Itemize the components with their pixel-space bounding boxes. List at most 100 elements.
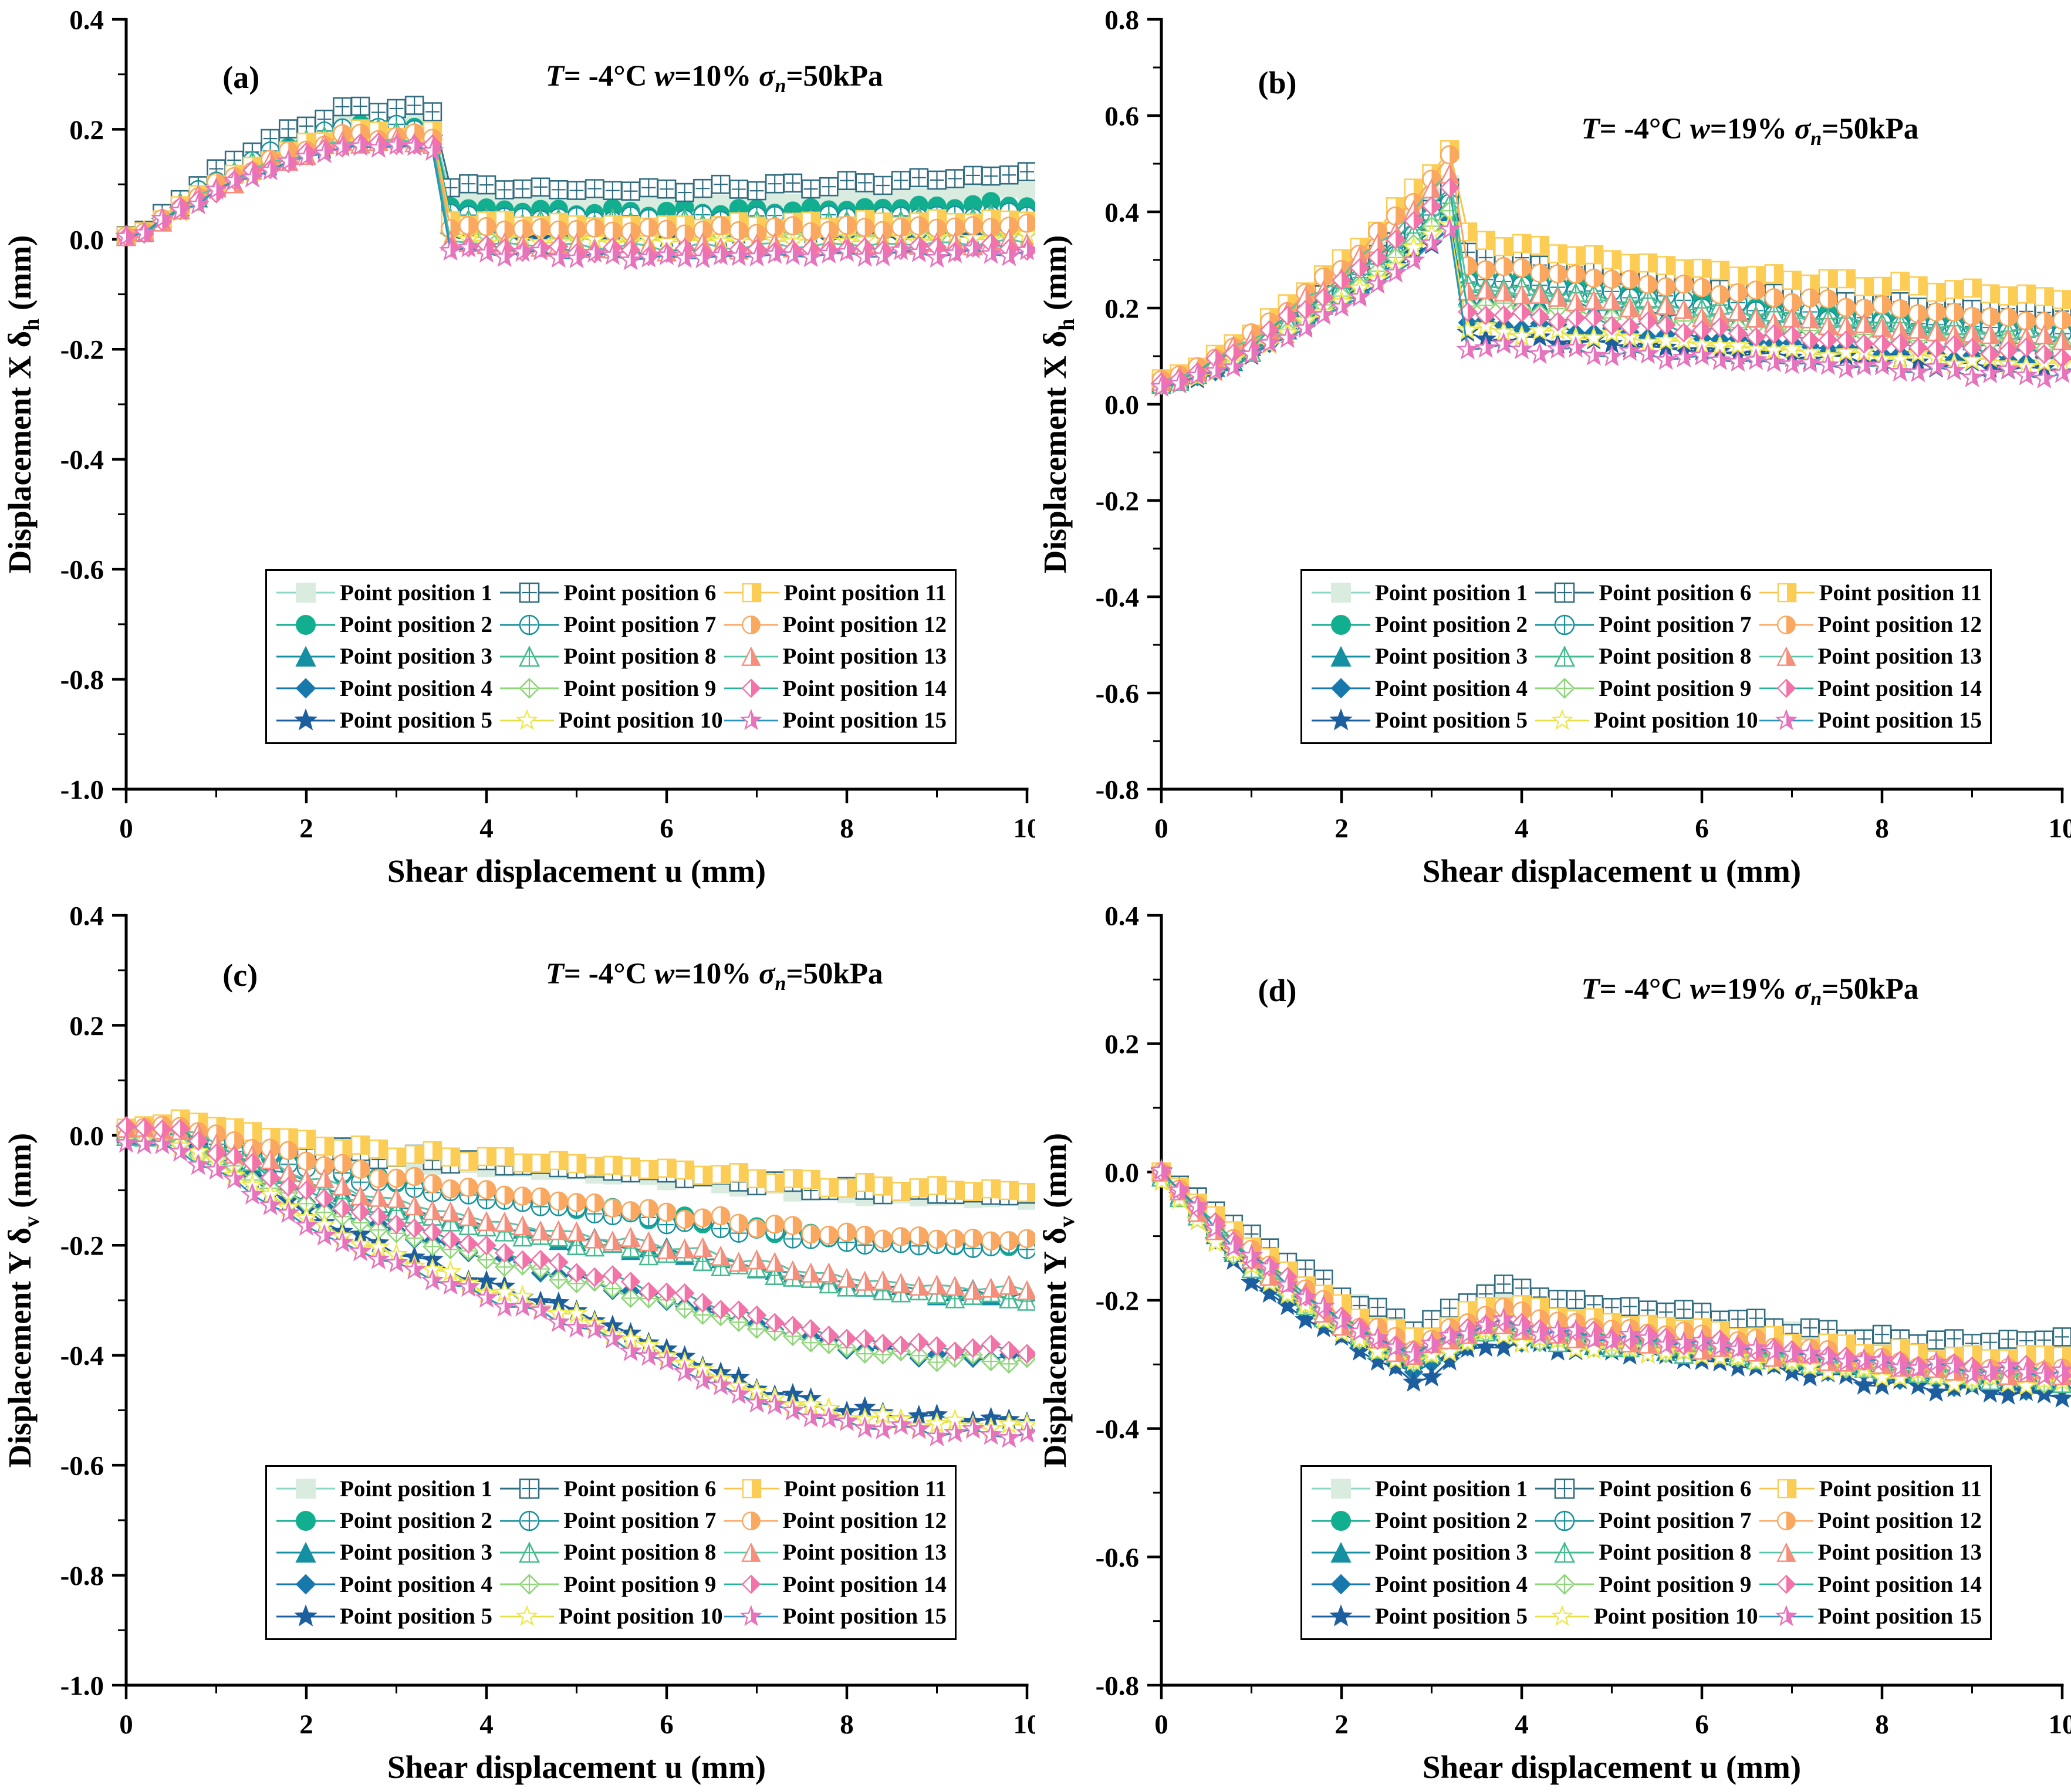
circle-open-marker-icon bbox=[1535, 1510, 1594, 1531]
panel-title-token: = -4°C bbox=[563, 59, 655, 93]
legend-item-label: Point position 4 bbox=[1375, 675, 1528, 701]
legend-item-label: Point position 7 bbox=[563, 612, 717, 638]
series-point-position-14 bbox=[116, 1116, 1035, 1364]
legend-item-label: Point position 12 bbox=[1817, 612, 1982, 638]
diamond-open-marker-icon bbox=[500, 1574, 559, 1595]
legend-item: Point position 6 bbox=[499, 1476, 722, 1502]
legend-item-label: Point position 3 bbox=[1375, 1540, 1528, 1566]
y-tick-label: 0.4 bbox=[69, 901, 104, 931]
legend-item: Point position 4 bbox=[275, 1571, 499, 1598]
y-tick-label: 0.4 bbox=[1104, 901, 1139, 931]
circle-half-marker-icon bbox=[1759, 1511, 1813, 1530]
legend-item: Point position 9 bbox=[1534, 675, 1758, 702]
legend-item-label: Point position 9 bbox=[1599, 675, 1752, 701]
panel-c-title: T= -4°C w=10% σn=50kPa bbox=[546, 957, 883, 995]
legend-item-label: Point position 7 bbox=[1599, 1508, 1752, 1534]
panel-title-token: =19% bbox=[1709, 112, 1795, 146]
legend-item-label: Point position 3 bbox=[340, 644, 493, 670]
legend-item-label: Point position 8 bbox=[563, 1540, 717, 1566]
panel-title-token: T bbox=[545, 59, 564, 93]
triangle-half-marker-icon bbox=[724, 646, 778, 666]
x-tick-label: 2 bbox=[299, 813, 313, 844]
diamond-open-marker-icon bbox=[1535, 1574, 1594, 1595]
x-tick-label: 10 bbox=[1013, 1709, 1036, 1740]
square-half-marker-icon bbox=[724, 1479, 779, 1499]
legend-item-label: Point position 13 bbox=[782, 1540, 947, 1566]
y-tick-label: 0.0 bbox=[1104, 1158, 1139, 1188]
circle-half-marker-icon bbox=[724, 1511, 778, 1530]
star-filled-marker-icon bbox=[1312, 708, 1370, 731]
legend-item-label: Point position 14 bbox=[1817, 675, 1982, 701]
legend-item-label: Point position 10 bbox=[1594, 708, 1758, 733]
legend-item: Point position 11 bbox=[1758, 580, 1982, 606]
x-tick-label: 6 bbox=[1695, 813, 1709, 844]
triangle-half-marker-icon bbox=[724, 1542, 778, 1562]
diamond-half-marker-icon bbox=[1759, 678, 1813, 698]
x-tick-label: 4 bbox=[1515, 813, 1529, 844]
panel-title-token: n bbox=[775, 973, 786, 995]
legend-item: Point position 12 bbox=[1758, 611, 1982, 638]
y-tick-label: -0.6 bbox=[60, 1451, 104, 1482]
legend-item: Point position 8 bbox=[1534, 643, 1758, 670]
legend-item-label: Point position 5 bbox=[1375, 708, 1528, 733]
legend-item-label: Point position 14 bbox=[782, 675, 947, 701]
y-tick-label: -0.2 bbox=[1096, 1286, 1139, 1316]
square-filled-marker-icon bbox=[276, 583, 335, 603]
x-tick-label: 0 bbox=[119, 813, 133, 844]
circle-half-marker-icon bbox=[724, 615, 778, 634]
y-tick-label: 0.2 bbox=[1104, 293, 1139, 324]
square-open-marker-icon bbox=[500, 582, 559, 603]
star-filled-marker-icon bbox=[276, 708, 335, 731]
triangle-filled-marker-icon bbox=[276, 1541, 335, 1563]
diamond-filled-marker-icon bbox=[276, 678, 335, 699]
star-half-marker-icon bbox=[1759, 1604, 1813, 1626]
circle-filled-marker-icon bbox=[276, 614, 335, 635]
panel-title-token: =10% bbox=[674, 957, 759, 990]
x-tick-label: 8 bbox=[840, 1709, 854, 1740]
panel-title-token: σ bbox=[1794, 112, 1811, 146]
legend-item: Point position 1 bbox=[275, 580, 499, 606]
x-tick-label: 10 bbox=[1013, 813, 1036, 844]
panel-title-token: σ bbox=[1794, 972, 1811, 1006]
x-tick-label: 0 bbox=[119, 1709, 133, 1740]
x-tick-label: 4 bbox=[479, 1709, 494, 1740]
panel-title-token: w bbox=[654, 59, 675, 93]
series-point-position-15 bbox=[1151, 1158, 2071, 1387]
diamond-filled-marker-icon bbox=[1312, 678, 1370, 699]
legend-item-label: Point position 9 bbox=[1599, 1571, 1752, 1597]
panel-c-legend: Point position 1 Point position 2 Point po… bbox=[265, 1465, 957, 1640]
y-tick-label: -0.4 bbox=[60, 1341, 104, 1371]
panel-b-plot: -0.8 -0.6 -0.4 -0.2 0.0 0.2 0.4 0.6 0.8 0 2 4 6 8 10 Sh… bbox=[1037, 5, 2071, 889]
legend-item: Point position 12 bbox=[1758, 1507, 1982, 1534]
legend-item: Point position 4 bbox=[1310, 675, 1534, 702]
panel-title-token: T bbox=[545, 957, 564, 990]
legend-item: Point position 12 bbox=[723, 611, 947, 638]
legend-item: Point position 11 bbox=[723, 580, 947, 606]
legend-item: Point position 15 bbox=[723, 707, 947, 733]
series-point-position-15 bbox=[1151, 217, 2071, 397]
legend-item-label: Point position 10 bbox=[1594, 1604, 1758, 1629]
legend-item: Point position 7 bbox=[499, 611, 722, 638]
legend-item: Point position 14 bbox=[1758, 1571, 1982, 1598]
legend-item: Point position 1 bbox=[275, 1476, 499, 1502]
legend-item: Point position 14 bbox=[723, 675, 947, 702]
legend-item: Point position 2 bbox=[275, 1507, 499, 1534]
y-tick-label: -0.2 bbox=[60, 1231, 104, 1262]
panel-a: -1.0 -0.8 -0.6 -0.4 -0.2 0.0 0.2 0.4 0 2 4 6 8 10 Shea… bbox=[0, 0, 1035, 896]
panel-a-letter: (a) bbox=[222, 59, 260, 95]
triangle-half-marker-icon bbox=[1759, 1542, 1813, 1562]
circle-filled-marker-icon bbox=[1312, 1510, 1370, 1531]
y-tick-label: -0.8 bbox=[60, 665, 104, 695]
legend-item: Point position 5 bbox=[275, 1603, 499, 1629]
legend-item: Point position 5 bbox=[275, 707, 499, 733]
legend-item-label: Point position 8 bbox=[1599, 644, 1752, 670]
legend-item-label: Point position 8 bbox=[1599, 1540, 1752, 1566]
series-point-position-15 bbox=[116, 1131, 1035, 1448]
legend-item: Point position 6 bbox=[1534, 580, 1758, 606]
legend-item-label: Point position 2 bbox=[1375, 612, 1528, 638]
panel-title-token: T bbox=[1581, 972, 1600, 1006]
legend-item: Point position 8 bbox=[499, 643, 722, 670]
square-filled-marker-icon bbox=[1312, 583, 1370, 603]
legend-item-label: Point position 1 bbox=[1375, 580, 1528, 606]
